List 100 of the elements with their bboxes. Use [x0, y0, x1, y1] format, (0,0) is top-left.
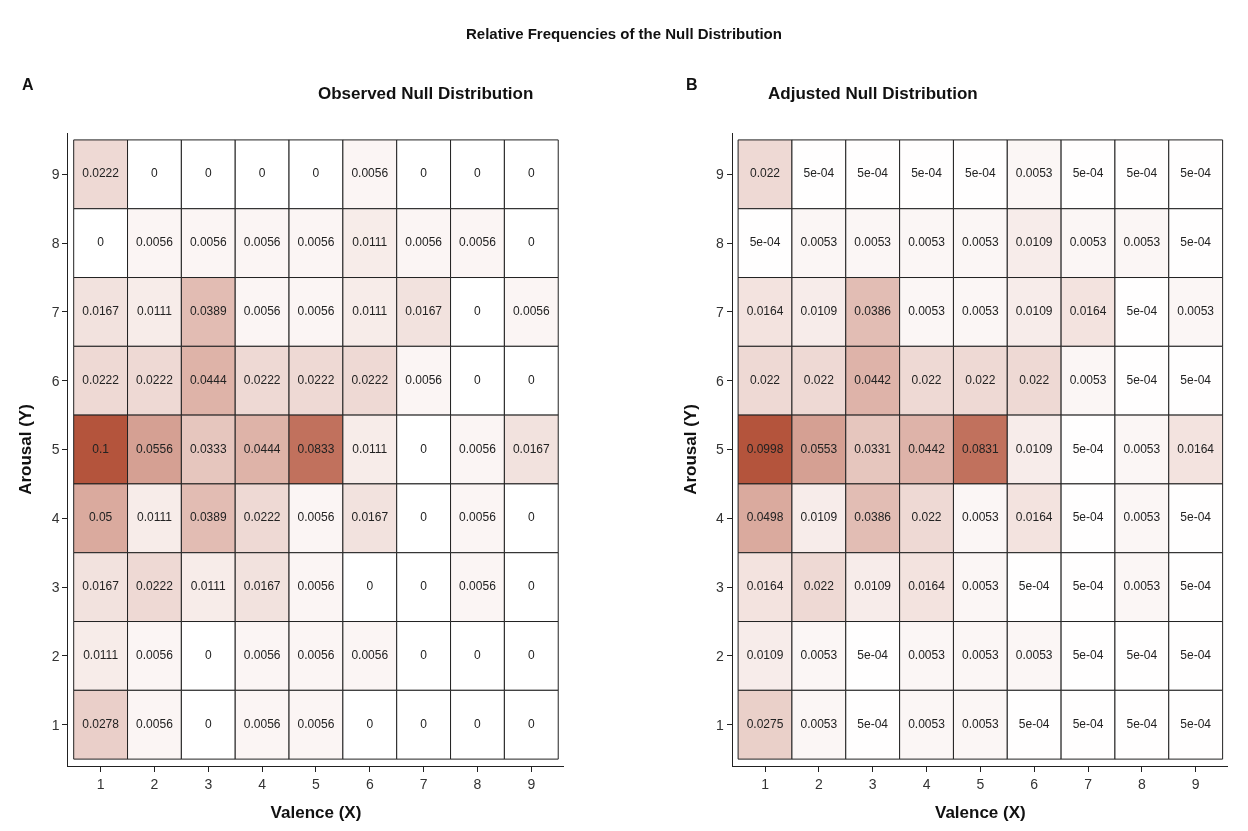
x-tick-label: 2	[814, 775, 823, 792]
data-label: 0	[474, 372, 482, 387]
data-label: 0	[527, 166, 535, 181]
data-label: 0.0111	[83, 647, 119, 662]
data-label: 0.0111	[352, 235, 388, 250]
data-label: 0.0167	[405, 303, 443, 318]
x-tick-label: 6	[365, 775, 374, 792]
data-label: 5e-04	[1180, 372, 1212, 387]
y-axis-title: Arousal (Y)	[16, 404, 36, 495]
data-label: 0	[474, 716, 482, 731]
data-label: 0.0553	[800, 441, 838, 456]
data-label: 0.0222	[82, 372, 120, 387]
data-label: 5e-04	[857, 166, 889, 181]
data-label: 0	[527, 716, 535, 731]
x-tick-label: 4	[258, 775, 267, 792]
data-label: 0.0056	[459, 579, 497, 594]
y-tick-label: 5	[716, 441, 725, 458]
data-label: 0.0053	[908, 303, 946, 318]
x-tick-label: 1	[761, 775, 770, 792]
data-label: 0.0111	[352, 441, 388, 456]
data-label: 0.0389	[189, 303, 227, 318]
data-label: 0.022	[965, 372, 996, 387]
y-tick-label: 9	[716, 166, 725, 183]
data-label: 0.0053	[962, 579, 1000, 594]
data-label: 0.0109	[1015, 303, 1053, 318]
data-label: 0.0498	[746, 510, 784, 525]
data-label: 0.0053	[962, 235, 1000, 250]
data-label: 0.0109	[800, 510, 838, 525]
data-label: 5e-04	[1180, 235, 1212, 250]
data-label: 0.0167	[512, 441, 550, 456]
data-label: 0.0053	[800, 235, 838, 250]
data-label: 0.0222	[136, 372, 174, 387]
data-label: 0.0053	[1069, 372, 1107, 387]
data-label: 0	[474, 303, 482, 318]
data-label: 0.0056	[136, 235, 174, 250]
data-label: 0	[204, 716, 212, 731]
data-label: 0.0053	[1177, 303, 1215, 318]
data-label: 0.0053	[908, 647, 946, 662]
data-label: 0.0053	[1015, 647, 1053, 662]
y-tick-label: 4	[51, 510, 60, 527]
data-label: 0.0333	[189, 441, 227, 456]
data-label: 0.0053	[800, 716, 838, 731]
data-label: 0.0222	[351, 372, 389, 387]
data-label: 0	[420, 647, 428, 662]
data-label: 5e-04	[1126, 647, 1158, 662]
data-label: 0	[527, 579, 535, 594]
data-label: 0.0053	[1123, 441, 1161, 456]
data-label: 5e-04	[1126, 303, 1158, 318]
data-label: 0	[527, 372, 535, 387]
data-label: 0.0164	[1015, 510, 1053, 525]
data-label: 0.0056	[405, 235, 443, 250]
x-tick-label: 1	[96, 775, 105, 792]
data-label: 0	[258, 166, 266, 181]
data-label: 0.1	[92, 441, 110, 456]
x-axis-title: Valence (X)	[270, 803, 362, 823]
data-label: 0.0111	[137, 510, 173, 525]
x-tick-label: 7	[419, 775, 428, 792]
data-label: 0.0053	[962, 647, 1000, 662]
x-tick-label: 4	[922, 775, 931, 792]
y-tick-label: 4	[716, 510, 725, 527]
data-label: 0.0386	[854, 303, 892, 318]
y-tick-label: 7	[51, 303, 60, 320]
data-label: 5e-04	[803, 166, 835, 181]
text: B	[686, 76, 698, 93]
data-label: 0.0053	[962, 303, 1000, 318]
data-label: 0.0111	[137, 303, 173, 318]
data-label: 0.022	[803, 372, 835, 387]
data-label: 0.022	[1019, 372, 1050, 387]
data-label: 0.0053	[1123, 510, 1161, 525]
data-label: 0	[420, 579, 428, 594]
data-label: 0.022	[750, 372, 781, 387]
data-label: 0.0444	[243, 441, 281, 456]
x-tick-label: 5	[312, 775, 321, 792]
data-label: 5e-04	[1072, 716, 1104, 731]
data-label: 0.0053	[854, 235, 892, 250]
data-label: 5e-04	[1180, 716, 1212, 731]
data-label: 0.0056	[136, 716, 174, 731]
data-label: 0.0109	[800, 303, 838, 318]
y-tick-label: 2	[716, 647, 725, 664]
data-label: 0.0389	[189, 510, 227, 525]
data-label: 0.0331	[854, 441, 892, 456]
data-label: 0.0056	[243, 303, 281, 318]
data-label: 0.0167	[82, 303, 120, 318]
data-label: 5e-04	[911, 166, 943, 181]
x-tick-label: 3	[868, 775, 877, 792]
y-tick-label: 8	[716, 235, 725, 252]
data-label: 0	[527, 510, 535, 525]
data-label: 0.0109	[854, 579, 892, 594]
data-label: 0	[204, 647, 212, 662]
data-label: 0.0109	[746, 647, 784, 662]
data-label: 0.0222	[82, 166, 120, 181]
data-label: 0.0056	[297, 235, 335, 250]
data-label: 0.0056	[136, 647, 174, 662]
x-tick-label: 5	[976, 775, 985, 792]
x-tick-label: 7	[1084, 775, 1093, 792]
data-label: 0.0053	[908, 235, 946, 250]
data-label: 0.0056	[351, 166, 389, 181]
y-tick-label: 6	[51, 372, 60, 389]
data-label: 0.0056	[297, 716, 335, 731]
data-label: 0.0056	[243, 235, 281, 250]
